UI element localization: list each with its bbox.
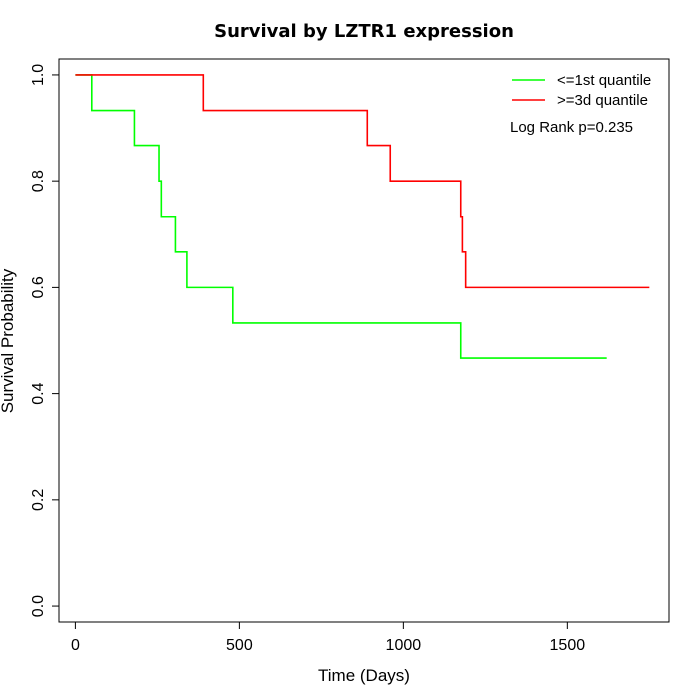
y-tick-label: 0.6 (30, 276, 47, 298)
y-tick-label: 0.2 (30, 489, 47, 511)
series-layer (75, 74, 650, 359)
x-tick-label: 0 (71, 637, 80, 654)
chart-title: Survival by LZTR1 expression (214, 21, 514, 42)
y-axis-label: Survival Probability (0, 268, 17, 413)
y-tick-label: 1.0 (30, 64, 47, 86)
legend-label: >=3d quantile (557, 92, 648, 109)
survival-curve-high (75, 74, 650, 289)
legend-label: <=1st quantile (557, 72, 651, 89)
legend: <=1st quantile >=3d quantile (512, 72, 651, 109)
x-axis-label: Time (Days) (318, 666, 410, 685)
x-axis: 0 500 1000 1500 (71, 621, 586, 654)
x-tick-label: 500 (226, 637, 253, 654)
x-tick-label: 1500 (550, 637, 586, 654)
plot-area (58, 58, 670, 623)
y-tick-label: 0.4 (30, 382, 47, 404)
y-tick-label: 0.8 (30, 170, 47, 192)
log-rank-annotation: Log Rank p=0.235 (510, 119, 633, 136)
y-axis: 0.0 0.2 0.4 0.6 0.8 1.0 (30, 64, 60, 617)
x-tick-label: 1000 (386, 637, 422, 654)
y-tick-label: 0.0 (30, 595, 47, 617)
survival-curve-low (75, 74, 607, 359)
